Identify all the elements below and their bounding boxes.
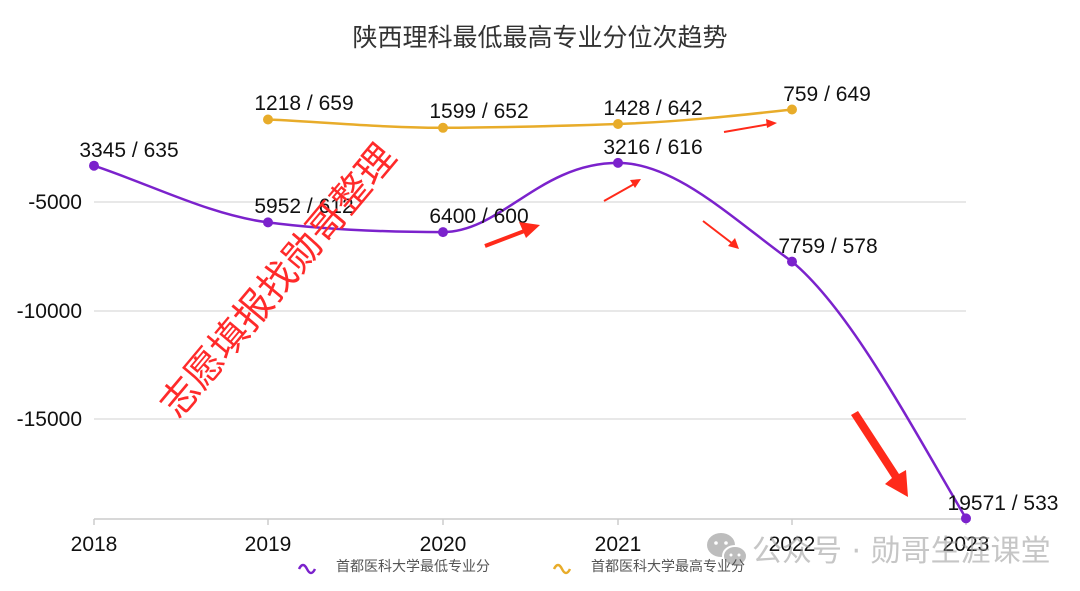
legend-item-max[interactable]: 首都医科大学最高专业分 — [552, 558, 745, 575]
data-point[interactable] — [787, 104, 797, 115]
data-point[interactable] — [89, 160, 99, 171]
x-tick: 2018 — [71, 533, 118, 556]
trend-arrows — [484, 119, 908, 497]
data-point[interactable] — [263, 217, 273, 228]
data-label: 6400 / 600 — [429, 205, 528, 228]
legend-item-min[interactable]: 首都医科大学最低专业分 — [297, 559, 490, 575]
min-data-labels: 3345 / 635 5952 / 612 6400 / 600 3216 / … — [79, 136, 1058, 515]
legend: 首都医科大学最低专业分 首都医科大学最高专业分 — [297, 558, 745, 575]
data-label: 1218 / 659 — [254, 92, 353, 115]
data-point[interactable] — [613, 119, 623, 129]
brand-watermark: 公众号 · 勋哥生涯课堂 — [707, 533, 1051, 569]
series-min-score — [89, 157, 971, 524]
data-point[interactable] — [613, 157, 623, 168]
data-label: 19571 / 533 — [948, 492, 1059, 515]
min-series-line — [93, 161, 968, 520]
wave-icon — [552, 563, 572, 575]
legend-label: 首都医科大学最高专业分 — [591, 558, 745, 575]
x-tick: 2022 — [769, 533, 816, 556]
data-label: 7759 / 578 — [778, 235, 877, 258]
x-tick: 2021 — [595, 533, 642, 556]
chart-title: 陕西理科最低最高专业分位次趋势 — [352, 23, 727, 52]
max-series-line — [267, 108, 793, 130]
wave-icon — [297, 563, 317, 575]
y-tick: -5000 — [28, 191, 82, 214]
x-axis: 2018 2019 2020 2021 2022 2023 — [71, 518, 990, 556]
y-tick: -10000 — [17, 300, 82, 323]
data-point[interactable] — [961, 513, 971, 524]
arrow-right-icon — [723, 119, 777, 133]
brand-text: 公众号 · 勋哥生涯课堂 — [752, 534, 1051, 569]
data-label: 3216 / 616 — [603, 136, 702, 159]
legend-label: 首都医科大学最低专业分 — [336, 559, 490, 575]
data-point[interactable] — [438, 227, 448, 238]
watermark-text: 志愿填报找勋哥整理 — [151, 136, 405, 426]
max-data-labels: 1218 / 659 1599 / 652 1428 / 642 759 / 6… — [254, 83, 870, 123]
data-label: 1599 / 652 — [429, 100, 528, 123]
y-axis: -5000 -10000 -15000 — [17, 191, 82, 431]
arrow-up-icon — [484, 222, 540, 248]
wechat-icon — [707, 533, 748, 567]
data-point[interactable] — [263, 114, 273, 125]
data-point[interactable] — [438, 122, 448, 133]
gridlines — [94, 201, 966, 420]
y-tick: -15000 — [17, 408, 82, 431]
data-label: 1428 / 642 — [603, 97, 702, 120]
x-tick: 2020 — [420, 533, 467, 556]
data-label: 5952 / 612 — [254, 195, 353, 218]
arrow-up-icon — [603, 179, 641, 202]
data-label: 3345 / 635 — [79, 139, 178, 162]
data-point[interactable] — [787, 256, 797, 267]
series-max-score — [263, 104, 797, 133]
arrow-down-icon — [702, 220, 739, 249]
x-tick: 2023 — [943, 533, 990, 556]
x-tick: 2019 — [245, 533, 292, 556]
data-label: 759 / 649 — [783, 83, 871, 106]
arrow-down-icon — [851, 411, 908, 497]
